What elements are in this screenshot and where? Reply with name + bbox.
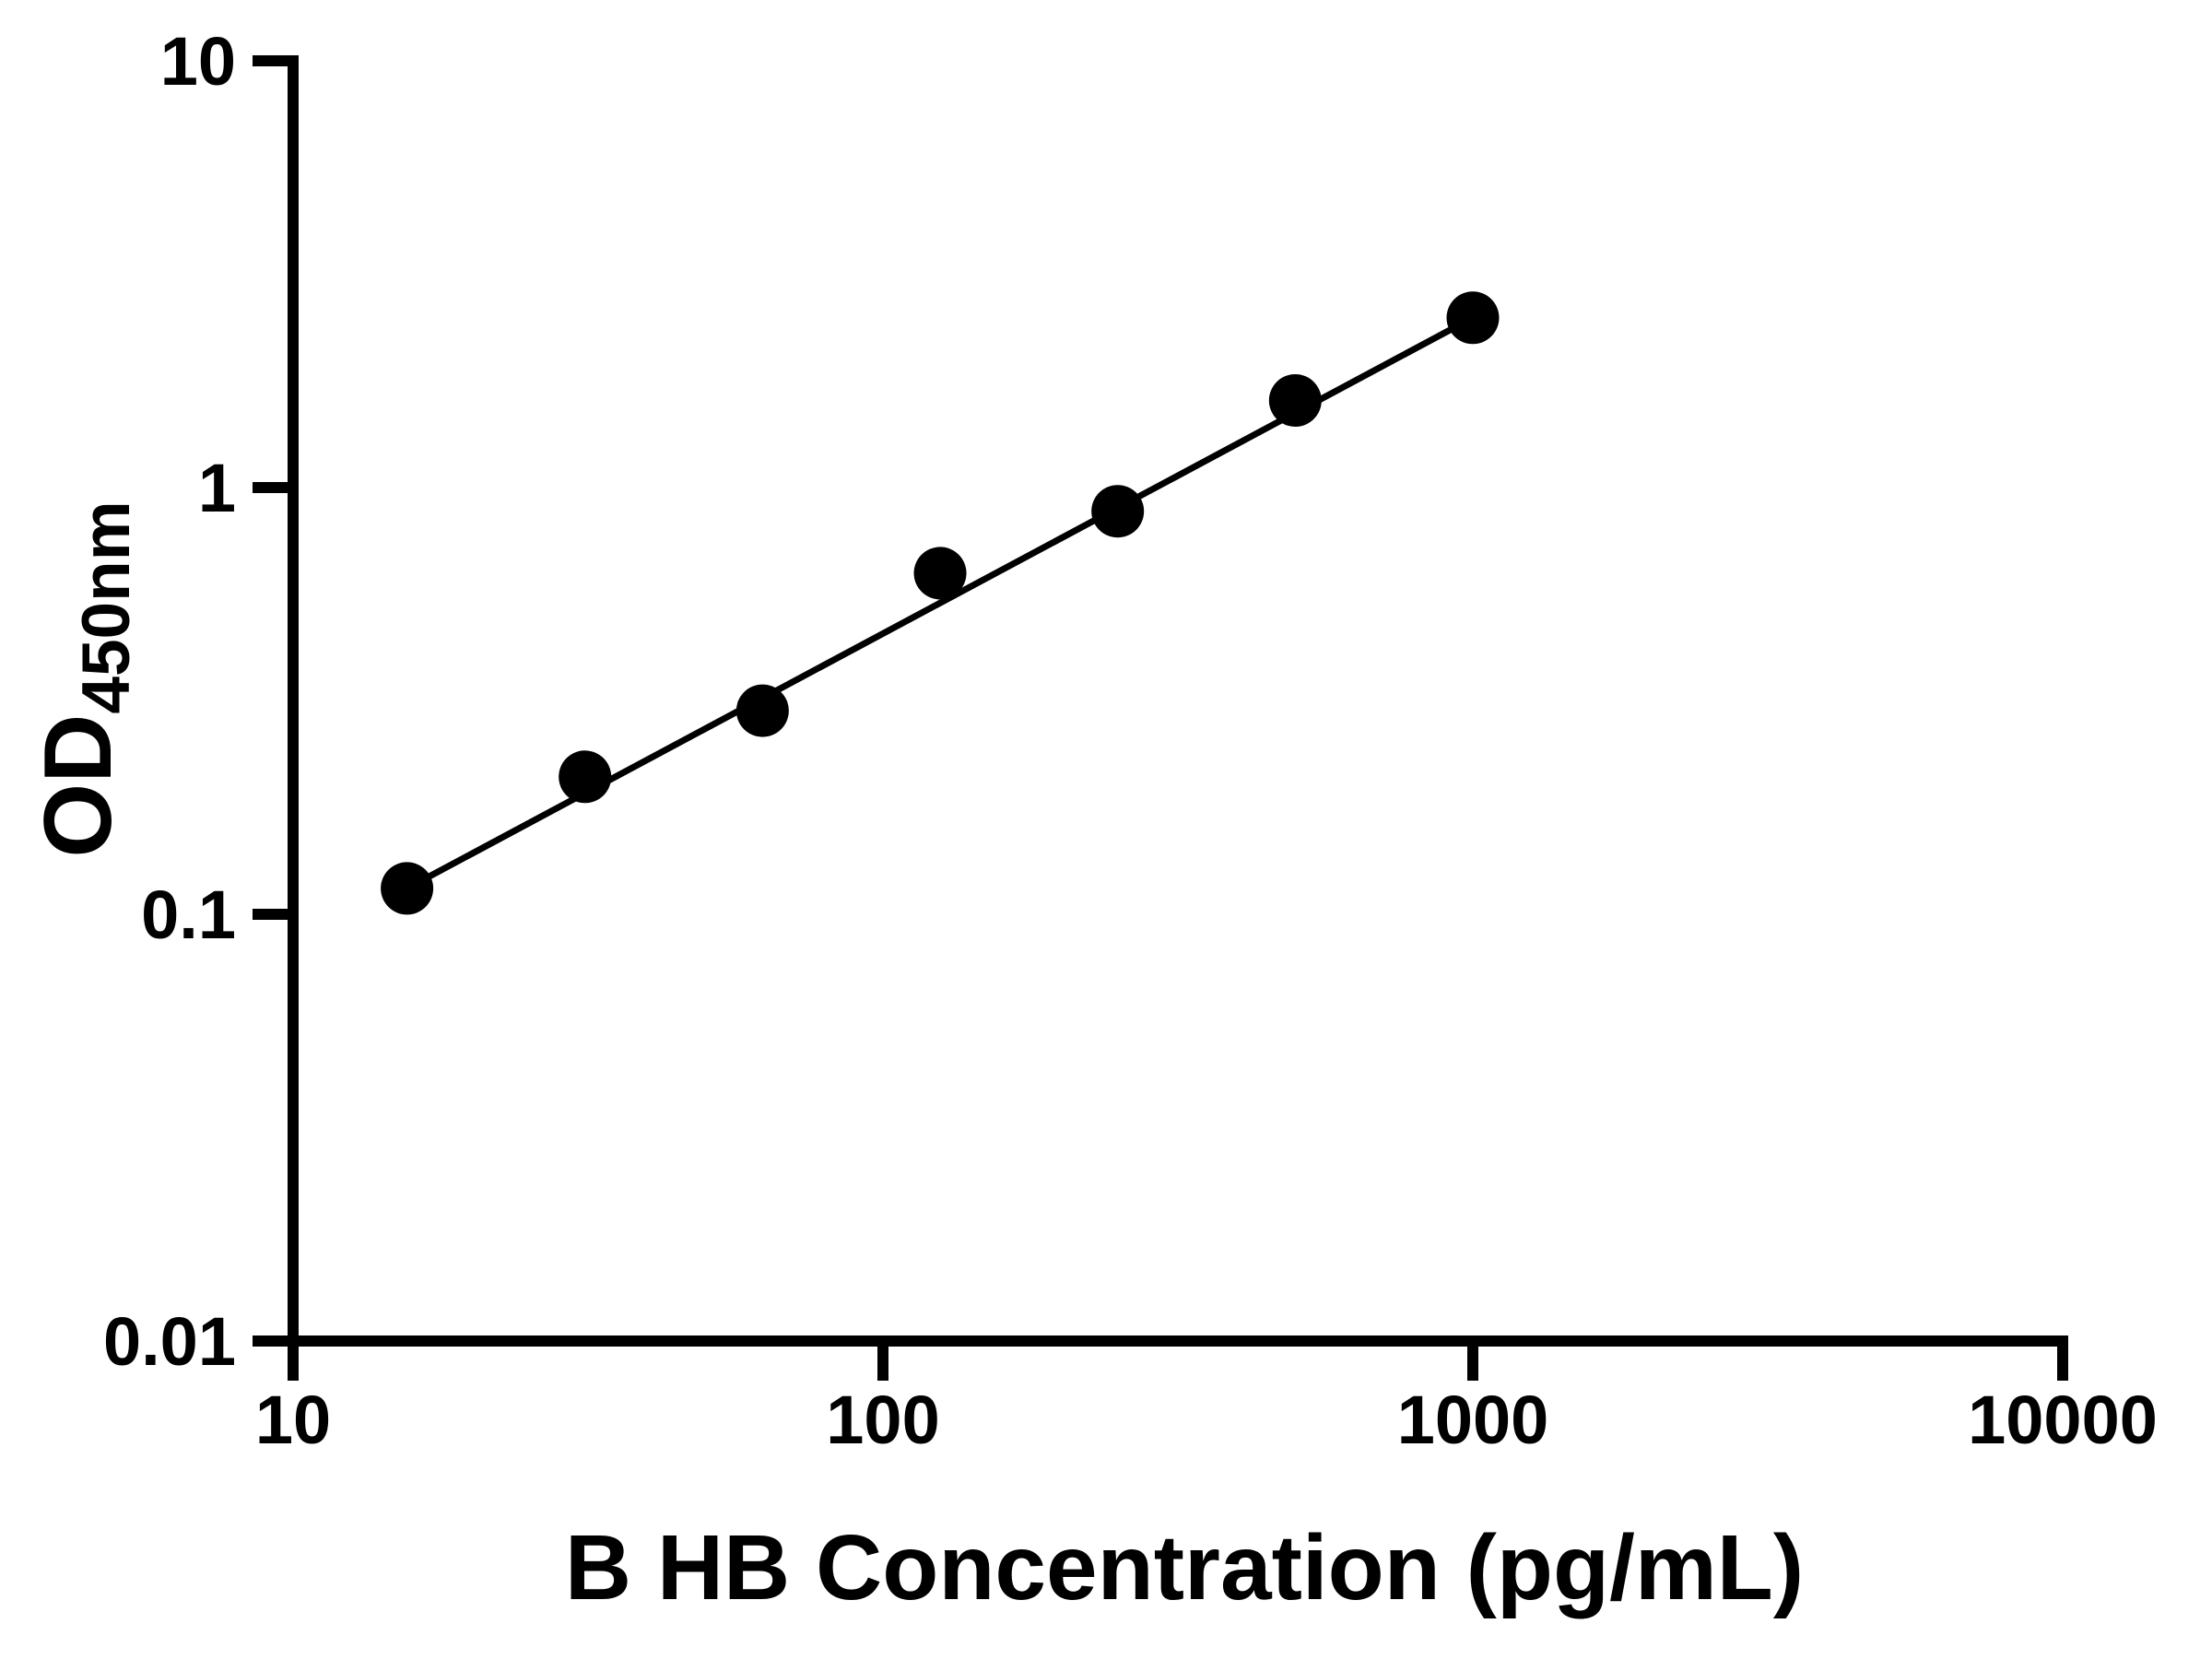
- data-point: [735, 684, 789, 737]
- data-point: [913, 547, 967, 600]
- data-point: [1268, 373, 1322, 427]
- x-tick-label: 10: [255, 1382, 331, 1458]
- data-point: [1446, 291, 1500, 345]
- data-point: [381, 862, 434, 915]
- y-axis-title-subscript: 450nm: [69, 500, 144, 713]
- y-tick-label: 0.1: [141, 877, 236, 953]
- x-tick-label: 10000: [1968, 1382, 2158, 1458]
- x-tick-label: 100: [826, 1382, 939, 1458]
- x-tick-label: 1000: [1397, 1382, 1549, 1458]
- y-tick-label: 1: [198, 450, 236, 526]
- data-point: [559, 750, 612, 804]
- y-tick-label: 0.01: [103, 1303, 236, 1380]
- x-axis-title: B HB Concentration (pg/mL): [565, 1516, 1804, 1619]
- y-axis-title-main: OD: [25, 714, 132, 858]
- y-axis-title: OD450nm: [25, 500, 144, 857]
- y-tick-label: 10: [160, 23, 236, 100]
- data-point: [1091, 485, 1145, 538]
